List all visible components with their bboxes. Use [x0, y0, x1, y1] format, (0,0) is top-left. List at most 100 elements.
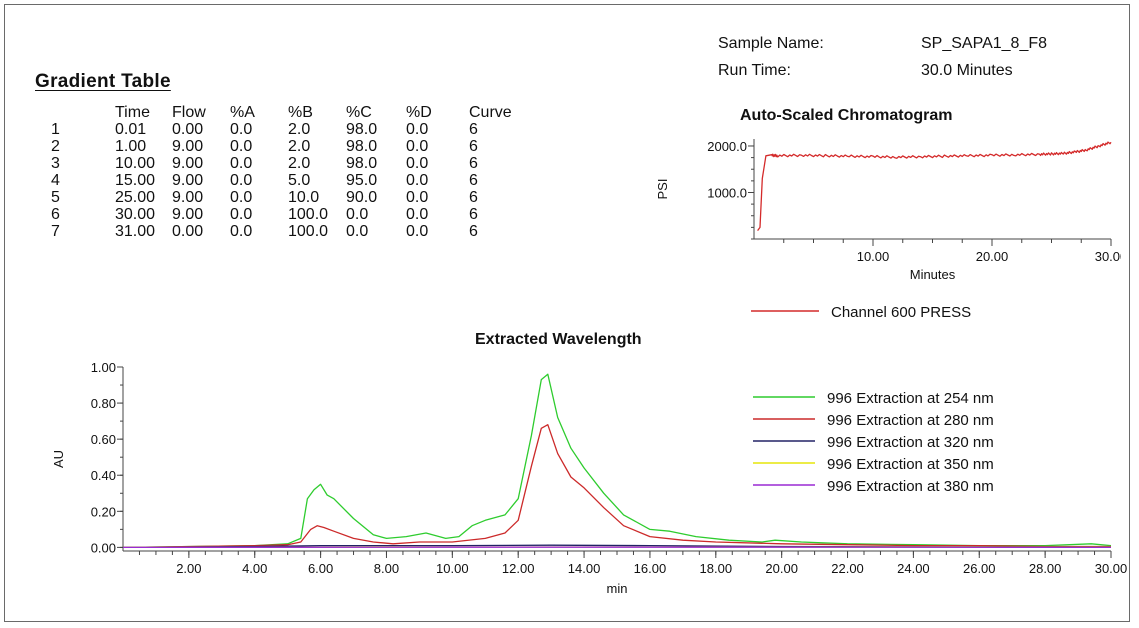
table-row: 2 1.00 9.00 0.0 2.0 98.0 0.0 6	[51, 138, 529, 155]
table-cell: 0.0	[406, 189, 429, 206]
y-tick-label: 0.60	[91, 432, 116, 447]
table-cell: 90.0	[346, 189, 378, 206]
x-tick-label: 4.00	[242, 561, 267, 576]
table-cell: 0.0	[230, 206, 253, 223]
table-cell: 2	[51, 138, 60, 155]
y-tick-label: 0.80	[91, 396, 116, 411]
sample-name-label: Sample Name:	[718, 35, 824, 52]
y-tick-label: 0.00	[91, 540, 116, 555]
x-tick-label: 14.00	[568, 561, 601, 576]
run-time-value: 30.0 Minutes	[921, 62, 1013, 79]
table-cell: 15.00	[115, 172, 156, 189]
col-header-c: %C	[346, 104, 372, 121]
table-cell: 4	[51, 172, 60, 189]
y-tick-label: 0.20	[91, 504, 116, 519]
x-tick-label: 6.00	[308, 561, 333, 576]
y-tick-label: 1000.0	[707, 185, 747, 200]
legend-entry: 996 Extraction at 280 nm	[827, 412, 994, 429]
wavelength-chart-title: Extracted Wavelength	[475, 331, 642, 348]
x-tick-label: 10.00	[436, 561, 469, 576]
gradient-table: Time Flow %A %B %C %D Curve 1 0.01 0.00 …	[51, 104, 529, 240]
table-cell: 2.0	[288, 138, 311, 155]
table-cell: 95.0	[346, 172, 378, 189]
table-cell: 5.0	[288, 172, 311, 189]
x-tick-label: 30.00	[1095, 561, 1127, 576]
legend-entry: 996 Extraction at 254 nm	[827, 390, 994, 407]
series-line-996-extraction-at-254-nm	[122, 373, 1112, 549]
x-tick-label: 26.00	[963, 561, 996, 576]
col-header-b: %B	[288, 104, 313, 121]
x-axis-label: min	[607, 581, 628, 596]
table-cell: 0.0	[230, 138, 253, 155]
x-tick-label: 2.00	[176, 561, 201, 576]
extracted-wavelength-chart: 2.00 4.00 6.00 8.00 10.00 12.00 14.00 16.00 18.0…	[51, 360, 1127, 596]
y-axis-label: PSI	[655, 179, 670, 200]
table-cell: 100.0	[288, 206, 329, 223]
table-cell: 2.0	[288, 155, 311, 172]
table-cell: 0.0	[406, 155, 429, 172]
y-tick-label: 0.40	[91, 468, 116, 483]
table-row: 4 15.00 9.00 0.0 5.0 95.0 0.0 6	[51, 172, 529, 189]
table-cell: 31.00	[115, 223, 156, 240]
table-row: 3 10.00 9.00 0.0 2.0 98.0 0.0 6	[51, 155, 529, 172]
x-tick-label: 12.00	[502, 561, 535, 576]
col-header-a: %A	[230, 104, 255, 121]
col-header-time: Time	[115, 104, 150, 121]
table-cell: 9.00	[172, 206, 204, 223]
table-cell: 5	[51, 189, 60, 206]
table-cell: 0.00	[172, 121, 204, 138]
table-cell: 9.00	[172, 189, 204, 206]
x-tick-label: 20.00	[765, 561, 798, 576]
gradient-table-header-row: Time Flow %A %B %C %D Curve	[51, 104, 529, 121]
table-row: 1 0.01 0.00 0.0 2.0 98.0 0.0 6	[51, 121, 529, 138]
table-cell: 9.00	[172, 138, 204, 155]
legend-entry: Channel 600 PRESS	[831, 304, 971, 321]
table-cell: 6	[469, 223, 478, 240]
table-cell: 0.0	[230, 121, 253, 138]
x-tick-label: 20.00	[976, 249, 1009, 264]
table-cell: 98.0	[346, 121, 378, 138]
y-tick-label: 1.00	[91, 360, 116, 375]
chromatogram-title: Auto-Scaled Chromatogram	[740, 107, 953, 124]
table-row: 7 31.00 0.00 0.0 100.0 0.0 0.0 6	[51, 223, 529, 240]
table-cell: 0.00	[172, 223, 204, 240]
report-frame: Sample Name: SP_SAPA1_8_F8 Run Time: 30.…	[4, 4, 1130, 622]
col-header-flow: Flow	[172, 104, 206, 121]
series-line-channel-600-press	[757, 141, 1112, 231]
x-tick-label: 28.00	[1029, 561, 1062, 576]
table-cell: 0.0	[406, 206, 429, 223]
table-cell: 0.0	[230, 155, 253, 172]
col-header-index	[51, 104, 115, 121]
table-cell: 98.0	[346, 138, 378, 155]
series-line-996-extraction-at-280-nm	[122, 424, 1111, 549]
x-tick-label: 22.00	[831, 561, 864, 576]
table-cell: 6	[469, 172, 478, 189]
x-tick-label: 24.00	[897, 561, 930, 576]
table-cell: 0.0	[406, 121, 429, 138]
table-cell: 9.00	[172, 155, 204, 172]
pressure-chromatogram: 10.00 20.00 30.00 1000.0 2000.0 Minutes PSI Cha…	[655, 139, 1121, 321]
table-cell: 0.0	[346, 206, 369, 223]
table-cell: 6	[469, 189, 478, 206]
table-row: 5 25.00 9.00 0.0 10.0 90.0 0.0 6	[51, 189, 529, 206]
y-axis-label: AU	[51, 450, 66, 468]
table-cell: 6	[469, 121, 478, 138]
table-cell: 25.00	[115, 189, 156, 206]
col-header-d: %D	[406, 104, 432, 121]
table-cell: 10.00	[115, 155, 156, 172]
table-cell: 2.0	[288, 121, 311, 138]
table-cell: 6	[469, 138, 478, 155]
table-cell: 9.00	[172, 172, 204, 189]
table-cell: 0.0	[230, 223, 253, 240]
table-cell: 30.00	[115, 206, 156, 223]
table-cell: 1.00	[115, 138, 147, 155]
col-header-curve: Curve	[469, 104, 512, 121]
y-tick-label: 2000.0	[707, 139, 747, 154]
gradient-table-title: Gradient Table	[35, 71, 171, 92]
run-time-label: Run Time:	[718, 62, 791, 79]
table-cell: 100.0	[288, 223, 329, 240]
sample-name-value: SP_SAPA1_8_F8	[921, 35, 1048, 52]
table-cell: 0.01	[115, 121, 147, 138]
table-cell: 98.0	[346, 155, 378, 172]
table-row: 6 30.00 9.00 0.0 100.0 0.0 0.0 6	[51, 206, 529, 223]
